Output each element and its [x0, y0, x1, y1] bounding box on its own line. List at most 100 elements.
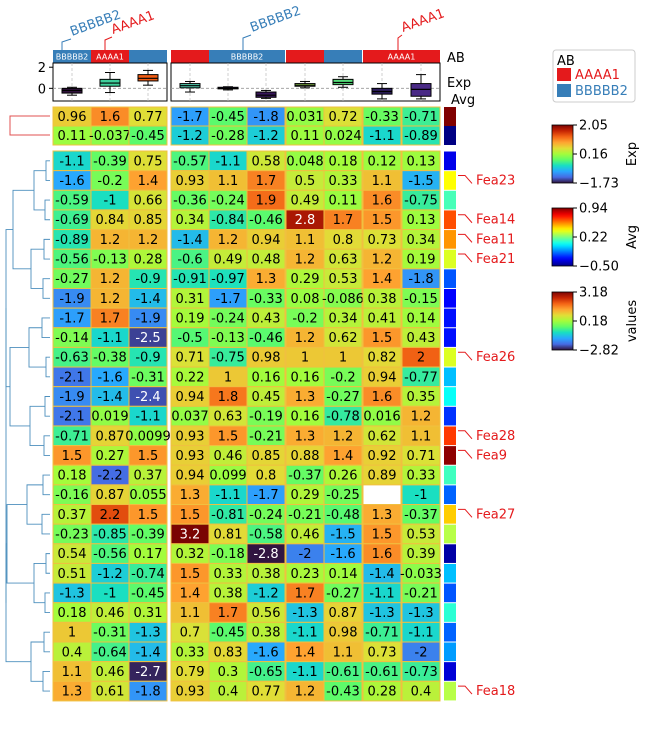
- heatmap-cell-label: 0.5: [295, 174, 316, 189]
- dendrogram-link: [42, 278, 50, 299]
- heatmap-cell-label: 1.3: [256, 272, 277, 287]
- top-cell-label: -1.2: [177, 129, 202, 144]
- dendrogram-link: [6, 504, 34, 584]
- colorbar-exp: [551, 124, 574, 184]
- heatmap-cell-label: 0.31: [176, 292, 205, 307]
- heatmap-cell-label: 0.39: [407, 547, 436, 562]
- row-label-leader: [458, 253, 473, 263]
- heatmap-cell-label: 0.93: [176, 429, 205, 444]
- row-label: Fea27: [476, 507, 515, 522]
- avg-cell: [444, 308, 456, 328]
- heatmap-cell-label: 2.2: [100, 508, 121, 523]
- heatmap-cell-label: -0.89: [55, 233, 89, 248]
- top-cell-label: -0.28: [211, 129, 245, 144]
- heatmap-cell-label: 1.2: [295, 253, 316, 268]
- heatmap-cell-label: 0.055: [129, 488, 166, 503]
- heatmap-cell-label: 0.8: [256, 469, 277, 484]
- legend-swatch: [557, 68, 571, 81]
- heatmap-cell-label: 0.48: [252, 253, 281, 268]
- heatmap-cell-label: 2: [417, 351, 425, 366]
- colorbar-tick-label: 0.16: [579, 148, 608, 163]
- heatmap-cell-label: -0.2: [330, 370, 355, 385]
- avg-cell: [444, 563, 456, 583]
- heatmap-cell-label: 0.08: [291, 292, 320, 307]
- ab-segment-bbbbb2: [129, 50, 167, 63]
- heatmap-cell-label: 0.28: [368, 685, 397, 700]
- heatmap-cell-label: 0.019: [91, 410, 128, 425]
- heatmap-cell-label: 0.18: [58, 469, 87, 484]
- top-cell-label: 1.6: [100, 110, 121, 125]
- avg-cell: [444, 406, 456, 426]
- top-row-dendrogram: [9, 115, 50, 136]
- heatmap-cell-label: 0.4: [218, 685, 239, 700]
- heatmap-cell-label: -1.7: [59, 311, 84, 326]
- heatmap-cell-label: 0.037: [171, 410, 208, 425]
- heatmap-cell-label: -0.45: [131, 586, 165, 601]
- heatmap-cell-label: 1.1: [218, 174, 239, 189]
- heatmap-cell-label: -1: [104, 194, 117, 209]
- heatmap-cell-label: 0.16: [291, 410, 320, 425]
- top-cell: [246, 125, 286, 146]
- heatmap-cell-label: -0.21: [288, 508, 322, 523]
- dendrogram-link: [44, 592, 50, 613]
- heatmap-cell-label: -0.23: [55, 527, 89, 542]
- heatmap-cell-label: -1.1: [292, 665, 317, 680]
- heatmap-cell-label: -1.9: [59, 390, 84, 405]
- colorbar-tick-label: 0.94: [579, 202, 608, 217]
- heatmap-cell-label: 0.94: [176, 469, 205, 484]
- heatmap-cell-label: -1.4: [177, 233, 202, 248]
- heatmap-cell-label: 0.85: [252, 449, 281, 464]
- heatmap-cell-label: 1.1: [372, 174, 393, 189]
- heatmap-cell-label: 0.33: [214, 567, 243, 582]
- heatmap-cell-label: 0.98: [252, 351, 281, 366]
- heatmap-cell-label: -0.2: [292, 311, 317, 326]
- heatmap-cell-label: 0.35: [407, 390, 436, 405]
- heatmap-cell-label: -1.9: [59, 292, 84, 307]
- heatmap-cell: [128, 680, 168, 702]
- colorbar-label: values: [625, 300, 640, 343]
- heatmap-cell-label: 0.85: [134, 213, 163, 228]
- heatmap-cell-label: 0.38: [252, 626, 281, 641]
- avg-annotation-label: Avg: [451, 93, 475, 108]
- heatmap-cell-label: 1.1: [411, 429, 432, 444]
- heatmap-cell-label: 1.7: [218, 606, 239, 621]
- heatmap-cell-label: 0.31: [134, 606, 163, 621]
- heatmap-cell-label: -0.24: [211, 311, 245, 326]
- heatmap-cell-label: -0.27: [326, 390, 360, 405]
- avg-cell: [444, 603, 456, 622]
- top-cell-label: -0.45: [211, 110, 245, 125]
- heatmap-cell-label: -0.37: [404, 508, 438, 523]
- heatmap-cell-label: 1.7: [256, 174, 277, 189]
- heatmap-cell-empty: [362, 484, 402, 506]
- row-label-leader: [458, 233, 473, 243]
- heatmap-cell-label: -0.71: [365, 626, 399, 641]
- dendrogram-link: [42, 671, 50, 692]
- avg-cell: [444, 662, 456, 681]
- group-label-aaaa1: AAAA1: [399, 6, 446, 35]
- heatmap-cell-label: 0.58: [252, 154, 281, 169]
- heatmap-cell-label: 1.8: [218, 390, 239, 405]
- heatmap-cell-label: 1.2: [295, 331, 316, 346]
- colorbar-tick-label: 0.22: [579, 231, 608, 246]
- top-cell: [401, 125, 441, 146]
- heatmap-cell-label: 0.27: [96, 449, 125, 464]
- heatmap-cell-label: -0.77: [404, 370, 438, 385]
- heatmap-cell-label: 0.61: [96, 685, 125, 700]
- heatmap-cell-label: -0.16: [55, 488, 89, 503]
- dendrogram-link: [43, 238, 50, 260]
- heatmap-cell-label: -2: [415, 645, 428, 660]
- heatmap-cell-label: -0.24: [211, 194, 245, 209]
- top-cell-label: 0.11: [291, 129, 320, 144]
- heatmap-cell-label: -0.19: [249, 410, 283, 425]
- heatmap-cell-label: 0.92: [368, 449, 397, 464]
- ab-segment-bbbbb2: [53, 50, 91, 63]
- top-cell-label: 0.72: [329, 110, 358, 125]
- row-label-leader: [458, 508, 473, 518]
- colorbar-tick-label: −0.50: [579, 260, 619, 275]
- heatmap-cell-label: 1.2: [295, 685, 316, 700]
- heatmap-cell-label: -0.39: [93, 154, 127, 169]
- row-label-leader: [458, 430, 473, 440]
- row-label-leader: [458, 351, 473, 361]
- heatmap-cell-label: 1.3: [180, 488, 201, 503]
- heatmap-cell-label: 1.9: [256, 194, 277, 209]
